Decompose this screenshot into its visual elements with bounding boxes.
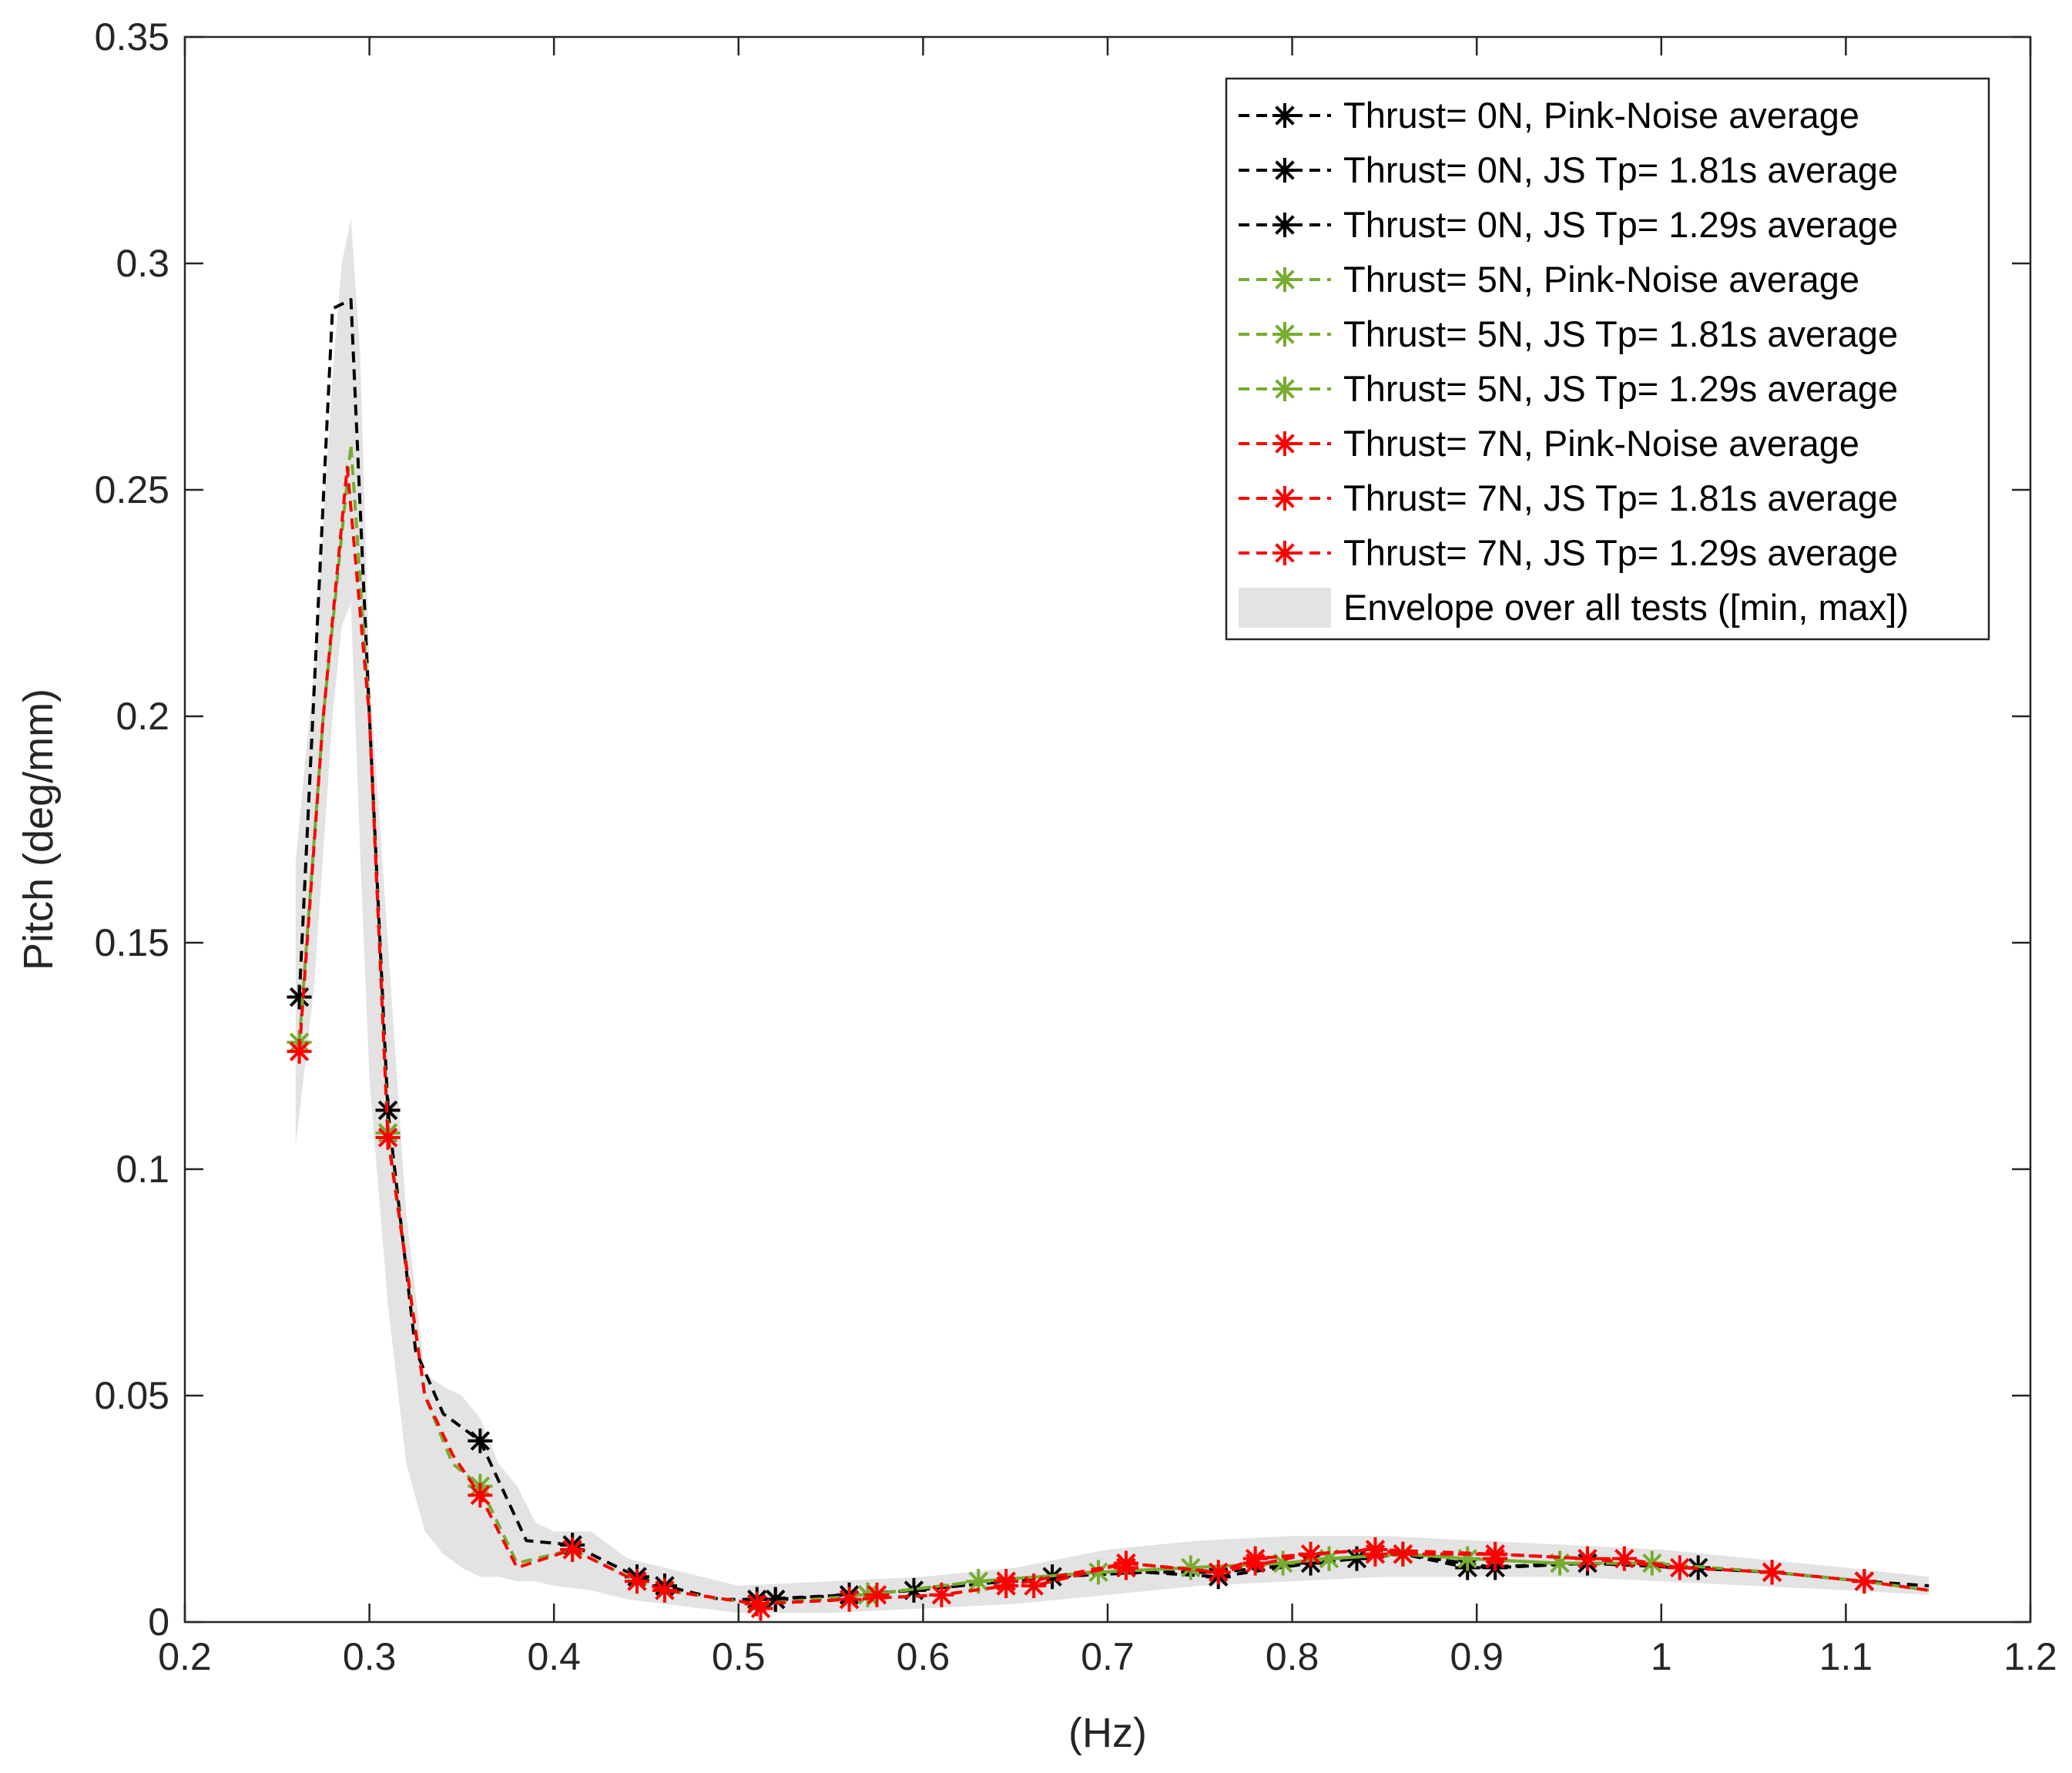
x-tick-label: 0.4 bbox=[527, 1635, 581, 1678]
y-tick-label: 0.15 bbox=[95, 921, 169, 964]
legend-label: Thrust= 7N, JS Tp= 1.29s average bbox=[1343, 532, 1898, 573]
series-marker-6-23 bbox=[1852, 1569, 1877, 1594]
series-marker-6-2 bbox=[468, 1483, 493, 1508]
series-5 bbox=[978, 1552, 1561, 1584]
legend-label: Thrust= 7N, Pink-Noise average bbox=[1343, 423, 1859, 464]
legend: Thrust= 0N, Pink-Noise average Thrust= 0N… bbox=[1225, 77, 1990, 641]
series-marker-8-4 bbox=[1483, 1546, 1508, 1571]
y-tick-label: 0.25 bbox=[95, 468, 169, 511]
legend-label: Thrust= 0N, JS Tp= 1.81s average bbox=[1343, 149, 1898, 190]
series-marker-8-2 bbox=[1242, 1550, 1268, 1576]
legend-marker bbox=[1272, 213, 1297, 237]
series-marker-8-1 bbox=[1113, 1555, 1138, 1580]
legend-marker bbox=[1272, 267, 1297, 292]
series-marker-8-3 bbox=[1363, 1541, 1388, 1567]
x-tick-label: 0.8 bbox=[1266, 1635, 1319, 1678]
series-marker-6-5 bbox=[652, 1577, 677, 1603]
legend-marker bbox=[1272, 322, 1297, 347]
legend-entry-8: Thrust= 7N, JS Tp= 1.29s average bbox=[1239, 532, 1898, 573]
legend-marker bbox=[1272, 377, 1297, 401]
x-tick-label: 0.2 bbox=[158, 1635, 212, 1678]
y-tick-label: 0 bbox=[148, 1600, 169, 1644]
legend-entry-6: Thrust= 7N, Pink-Noise average bbox=[1239, 423, 1859, 464]
axes-layer: 0.2 0.3 0.4 0.5 0.6 0.7 0.8 0.9 1 1.1 1.2 0 0.05 0.1 0… bbox=[95, 15, 2057, 1678]
legend-label: Thrust= 5N, JS Tp= 1.29s average bbox=[1343, 368, 1898, 409]
legend-marker bbox=[1272, 431, 1297, 456]
legend-marker bbox=[1272, 103, 1297, 128]
x-axis-label: (Hz) bbox=[1068, 1710, 1147, 1756]
series-marker-7-0 bbox=[748, 1596, 773, 1621]
series-marker-6-20 bbox=[1611, 1546, 1637, 1571]
legend-label: Envelope over all tests ([min, max]) bbox=[1343, 587, 1909, 628]
legend-label: Thrust= 5N, JS Tp= 1.81s average bbox=[1343, 313, 1898, 354]
legend-marker bbox=[1272, 541, 1297, 565]
series-marker-6-0 bbox=[287, 1039, 312, 1064]
legend-label: Thrust= 7N, JS Tp= 1.81s average bbox=[1343, 478, 1898, 518]
legend-marker bbox=[1272, 158, 1297, 183]
x-tick-label: 0.9 bbox=[1450, 1635, 1504, 1678]
y-axis-label: Pitch (deg/mm) bbox=[15, 689, 62, 970]
series-marker-0-0 bbox=[287, 984, 312, 1010]
y-tick-label: 0.35 bbox=[95, 15, 169, 59]
series-marker-6-4 bbox=[625, 1569, 650, 1594]
envelope-band bbox=[295, 218, 1930, 1614]
x-tick-label: 1.1 bbox=[1819, 1635, 1873, 1678]
x-tick-label: 1.2 bbox=[2003, 1635, 2057, 1678]
x-tick-label: 1 bbox=[1651, 1635, 1672, 1678]
y-tick-label: 0.05 bbox=[95, 1374, 169, 1417]
series-marker-0-2 bbox=[468, 1428, 493, 1453]
legend-entry-0: Thrust= 0N, Pink-Noise average bbox=[1239, 95, 1859, 136]
series-marker-6-8 bbox=[864, 1582, 890, 1607]
legend-label: Thrust= 5N, Pink-Noise average bbox=[1343, 259, 1859, 300]
legend-marker bbox=[1272, 486, 1297, 511]
legend-entry-7: Thrust= 7N, JS Tp= 1.81s average bbox=[1239, 478, 1898, 518]
legend-entry-3: Thrust= 5N, Pink-Noise average bbox=[1239, 259, 1859, 300]
series-8 bbox=[994, 1541, 1680, 1594]
legend-label: Thrust= 0N, JS Tp= 1.29s average bbox=[1343, 204, 1898, 245]
legend-label: Thrust= 0N, Pink-Noise average bbox=[1343, 95, 1859, 136]
legend-entry-2: Thrust= 0N, JS Tp= 1.29s average bbox=[1239, 204, 1898, 245]
series-marker-2-0 bbox=[763, 1587, 788, 1612]
x-tick-label: 0.6 bbox=[897, 1635, 951, 1678]
y-tick-label: 0.2 bbox=[116, 695, 169, 738]
legend-entry-1: Thrust= 0N, JS Tp= 1.81s average bbox=[1239, 149, 1898, 190]
x-tick-label: 0.3 bbox=[343, 1635, 397, 1678]
series-marker-6-1 bbox=[375, 1124, 401, 1150]
legend-envelope-swatch bbox=[1239, 588, 1331, 628]
series-line-5 bbox=[978, 1552, 1561, 1584]
series-marker-6-22 bbox=[1759, 1560, 1785, 1585]
series-marker-8-0 bbox=[994, 1569, 1019, 1594]
legend-box bbox=[1225, 77, 1990, 641]
x-tick-label: 0.7 bbox=[1081, 1635, 1135, 1678]
legend-entry-5: Thrust= 5N, JS Tp= 1.29s average bbox=[1239, 368, 1898, 409]
x-tick-label: 0.5 bbox=[712, 1635, 766, 1678]
series-marker-6-3 bbox=[560, 1537, 585, 1562]
y-tick-label: 0.1 bbox=[116, 1148, 169, 1191]
series-line-8 bbox=[1006, 1547, 1680, 1587]
envelope-layer bbox=[295, 218, 1930, 1614]
y-tick-label: 0.3 bbox=[116, 242, 169, 285]
legend-entry-envelope: Envelope over all tests ([min, max]) bbox=[1239, 587, 1909, 628]
legend-entry-4: Thrust= 5N, JS Tp= 1.81s average bbox=[1239, 313, 1898, 354]
series-layer bbox=[287, 298, 1930, 1621]
